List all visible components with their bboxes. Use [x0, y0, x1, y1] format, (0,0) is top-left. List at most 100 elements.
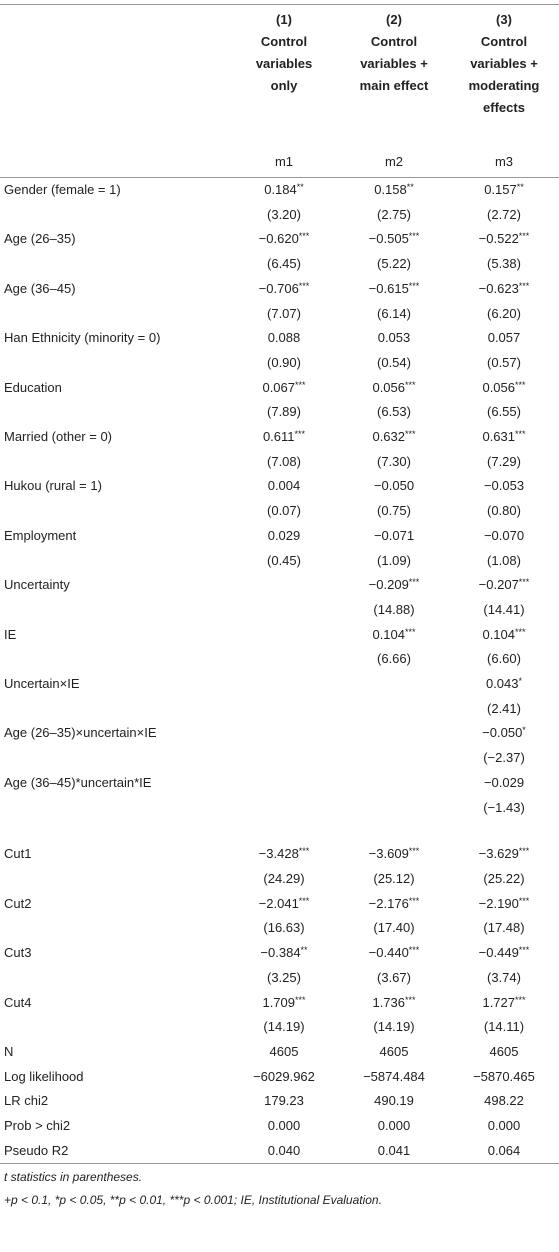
- coefficient: 4605: [489, 1043, 519, 1059]
- t-statistic: (14.88): [373, 601, 415, 617]
- t-statistic: (14.11): [483, 1019, 525, 1035]
- row-label: [0, 302, 229, 327]
- t-statistic: (14.19): [373, 1019, 415, 1035]
- row-label: [0, 351, 229, 376]
- t-statistic: (5.38): [487, 256, 521, 272]
- t-statistic: (−2.37): [483, 750, 525, 766]
- tstat-row: (0.45) (1.09) (1.08): [0, 549, 559, 574]
- row-label: [0, 697, 229, 722]
- coefficient: −0.706***: [258, 280, 310, 296]
- empty-cell: [229, 796, 339, 821]
- model-name: m2: [339, 133, 449, 178]
- row: Uncertainty −0.209*** −0.207***: [0, 573, 559, 598]
- coefficient: 0.056***: [372, 379, 416, 395]
- tstat-row: (0.07) (0.75) (0.80): [0, 499, 559, 524]
- coefficient: −3.629***: [478, 846, 530, 862]
- coefficient: −0.384**: [260, 945, 308, 961]
- row-label: LR chi2: [4, 1093, 49, 1109]
- t-statistic: (24.29): [263, 870, 305, 886]
- column-label: Control variables + moderating effects: [468, 34, 540, 115]
- coefficient: 490.19: [374, 1093, 414, 1109]
- row-label: Employment: [4, 527, 77, 543]
- t-statistic: (7.30): [377, 453, 411, 469]
- footnote: t statistics in parentheses.: [4, 1170, 143, 1184]
- row-label: Cut4: [4, 994, 32, 1010]
- coefficient: 0.043*: [485, 676, 523, 692]
- header-row: (1) Control variables only (2) Control vari…: [0, 5, 559, 134]
- coefficient: 0.632***: [372, 429, 416, 445]
- row-label: [0, 549, 229, 574]
- t-statistic: (0.75): [377, 503, 411, 519]
- t-statistic: (0.80): [487, 503, 521, 519]
- empty-cell: [229, 598, 339, 623]
- row: Han Ethnicity (minority = 0) 0.088 0.053 0.…: [0, 326, 559, 351]
- coefficient: 0.104***: [482, 626, 526, 642]
- row-label: Cut2: [4, 895, 32, 911]
- t-statistic: (3.74): [487, 969, 521, 985]
- row-label: Han Ethnicity (minority = 0): [4, 330, 161, 346]
- t-statistic: (17.40): [373, 920, 415, 936]
- coefficient: −0.050*: [482, 725, 526, 741]
- coefficient: −0.071: [373, 527, 415, 543]
- row: Age (26–35)×uncertain×IE −0.050*: [0, 721, 559, 746]
- empty-cell: [229, 746, 339, 771]
- empty-cell: [229, 697, 339, 722]
- coefficient: −0.207***: [478, 577, 530, 593]
- coefficient: −5874.484: [363, 1068, 425, 1084]
- empty-cell: [229, 672, 339, 697]
- coefficient: 0.104***: [372, 626, 416, 642]
- t-statistic: (6.53): [377, 404, 411, 420]
- tstat-row: (2.41): [0, 697, 559, 722]
- model-name: m1: [229, 133, 339, 178]
- empty-cell: [339, 746, 449, 771]
- coefficient: −6029.962: [253, 1068, 315, 1084]
- column-header: (3) Control variables + moderating effect…: [449, 5, 559, 134]
- coefficient: −0.209***: [368, 577, 420, 593]
- row-label: [0, 1015, 229, 1040]
- column-label: Control variables + main effect: [359, 34, 429, 93]
- spacer-row: [0, 820, 559, 842]
- tstat-row: (7.89) (6.53) (6.55): [0, 400, 559, 425]
- coefficient: 0.157**: [484, 182, 524, 197]
- row-label: Uncertainty: [4, 577, 70, 593]
- coefficient: 0.064: [487, 1142, 521, 1158]
- row-label: Married (other = 0): [4, 429, 113, 445]
- row-label: [0, 867, 229, 892]
- coefficient: 0.053: [377, 330, 411, 346]
- coefficient: −0.449***: [478, 945, 530, 961]
- t-statistic: (25.22): [483, 870, 525, 886]
- empty-cell: [229, 623, 339, 648]
- t-statistic: (17.48): [483, 920, 525, 936]
- header-cell: [0, 5, 229, 134]
- coefficient: 0.004: [267, 478, 301, 494]
- empty-cell: [229, 573, 339, 598]
- empty-cell: [229, 647, 339, 672]
- t-statistic: (6.14): [377, 305, 411, 321]
- row: N 4605 4605 4605: [0, 1040, 559, 1065]
- coefficient: 0.000: [487, 1118, 521, 1134]
- model-name: m3: [449, 133, 559, 178]
- t-statistic: (3.67): [377, 969, 411, 985]
- row-label: Gender (female = 1): [4, 182, 121, 197]
- row-label: [0, 647, 229, 672]
- coefficient: 0.057: [487, 330, 521, 346]
- tstat-row: (14.19) (14.19) (14.11): [0, 1015, 559, 1040]
- t-statistic: (3.20): [267, 206, 301, 222]
- row: Education 0.067*** 0.056*** 0.056***: [0, 376, 559, 401]
- t-statistic: (6.55): [487, 404, 521, 420]
- row-label: Education: [4, 379, 62, 395]
- t-statistic: (−1.43): [483, 799, 525, 815]
- tstat-row: (7.08) (7.30) (7.29): [0, 450, 559, 475]
- row: LR chi2 179.23 490.19 498.22: [0, 1089, 559, 1114]
- empty-cell: [339, 697, 449, 722]
- coefficient: 0.088: [267, 330, 301, 346]
- t-statistic: (0.90): [267, 354, 301, 370]
- row-label: N: [4, 1043, 14, 1059]
- row: Uncertain×IE 0.043*: [0, 672, 559, 697]
- column-number: (3): [496, 12, 512, 27]
- empty-cell: [339, 771, 449, 796]
- row: Employment 0.029 −0.071 −0.070: [0, 524, 559, 549]
- t-statistic: (1.08): [487, 552, 521, 568]
- tstat-row: (−1.43): [0, 796, 559, 821]
- t-statistic: (0.07): [267, 503, 301, 519]
